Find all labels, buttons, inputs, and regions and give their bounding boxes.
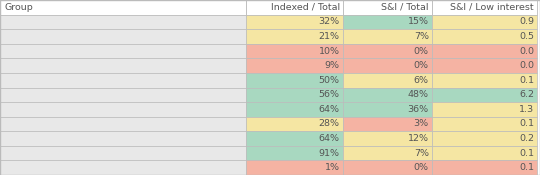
Bar bbox=[432, 73, 537, 88]
Text: S&I / Total: S&I / Total bbox=[381, 3, 429, 12]
Bar bbox=[0, 29, 246, 44]
Text: 0.5: 0.5 bbox=[519, 32, 534, 41]
Text: S&I / Low interest: S&I / Low interest bbox=[450, 3, 534, 12]
Text: 0.1: 0.1 bbox=[519, 163, 534, 172]
Text: 1%: 1% bbox=[325, 163, 340, 172]
Bar bbox=[246, 73, 343, 88]
Bar bbox=[246, 0, 343, 15]
Bar bbox=[0, 58, 246, 73]
Text: 6%: 6% bbox=[414, 76, 429, 85]
Bar bbox=[432, 15, 537, 29]
Bar bbox=[246, 58, 343, 73]
Bar bbox=[432, 44, 537, 58]
Bar bbox=[343, 0, 432, 15]
Text: 0.9: 0.9 bbox=[519, 17, 534, 26]
Text: Group: Group bbox=[4, 3, 33, 12]
Bar bbox=[432, 160, 537, 175]
Text: 0%: 0% bbox=[414, 47, 429, 55]
Text: 32%: 32% bbox=[319, 17, 340, 26]
Bar bbox=[432, 88, 537, 102]
Text: 64%: 64% bbox=[319, 134, 340, 143]
Bar bbox=[432, 146, 537, 160]
Bar bbox=[432, 0, 537, 15]
Text: 0%: 0% bbox=[414, 61, 429, 70]
Text: 0.1: 0.1 bbox=[519, 149, 534, 158]
Text: Indexed / Total: Indexed / Total bbox=[271, 3, 340, 12]
Text: 28%: 28% bbox=[319, 120, 340, 128]
Bar bbox=[246, 160, 343, 175]
Text: 0.0: 0.0 bbox=[519, 47, 534, 55]
Bar bbox=[246, 146, 343, 160]
Bar bbox=[0, 102, 246, 117]
Bar bbox=[343, 58, 432, 73]
Bar bbox=[343, 88, 432, 102]
Bar bbox=[432, 58, 537, 73]
Text: 3%: 3% bbox=[414, 120, 429, 128]
Text: 7%: 7% bbox=[414, 149, 429, 158]
Text: 0.1: 0.1 bbox=[519, 76, 534, 85]
Bar bbox=[343, 146, 432, 160]
Bar bbox=[0, 73, 246, 88]
Text: 0%: 0% bbox=[414, 163, 429, 172]
Bar bbox=[0, 131, 246, 146]
Bar bbox=[246, 29, 343, 44]
Bar bbox=[432, 131, 537, 146]
Bar bbox=[246, 44, 343, 58]
Bar bbox=[246, 102, 343, 117]
Text: 6.2: 6.2 bbox=[519, 90, 534, 99]
Text: 91%: 91% bbox=[319, 149, 340, 158]
Text: 10%: 10% bbox=[319, 47, 340, 55]
Bar bbox=[343, 131, 432, 146]
Bar bbox=[0, 0, 246, 15]
Bar bbox=[0, 160, 246, 175]
Text: 7%: 7% bbox=[414, 32, 429, 41]
Bar bbox=[246, 117, 343, 131]
Bar bbox=[246, 131, 343, 146]
Text: 0.1: 0.1 bbox=[519, 120, 534, 128]
Text: 36%: 36% bbox=[408, 105, 429, 114]
Bar bbox=[432, 117, 537, 131]
Text: 21%: 21% bbox=[319, 32, 340, 41]
Bar bbox=[343, 117, 432, 131]
Text: 15%: 15% bbox=[408, 17, 429, 26]
Text: 64%: 64% bbox=[319, 105, 340, 114]
Bar bbox=[0, 117, 246, 131]
Bar bbox=[343, 29, 432, 44]
Bar bbox=[343, 44, 432, 58]
Bar bbox=[0, 44, 246, 58]
Bar bbox=[246, 88, 343, 102]
Bar bbox=[432, 102, 537, 117]
Bar bbox=[0, 146, 246, 160]
Bar bbox=[0, 15, 246, 29]
Text: 0.2: 0.2 bbox=[519, 134, 534, 143]
Bar bbox=[343, 15, 432, 29]
Text: 12%: 12% bbox=[408, 134, 429, 143]
Text: 1.3: 1.3 bbox=[519, 105, 534, 114]
Text: 50%: 50% bbox=[319, 76, 340, 85]
Bar bbox=[343, 73, 432, 88]
Bar bbox=[432, 29, 537, 44]
Bar bbox=[343, 102, 432, 117]
Text: 48%: 48% bbox=[408, 90, 429, 99]
Bar bbox=[0, 88, 246, 102]
Bar bbox=[246, 15, 343, 29]
Text: 56%: 56% bbox=[319, 90, 340, 99]
Text: 9%: 9% bbox=[325, 61, 340, 70]
Bar bbox=[343, 160, 432, 175]
Text: 0.0: 0.0 bbox=[519, 61, 534, 70]
